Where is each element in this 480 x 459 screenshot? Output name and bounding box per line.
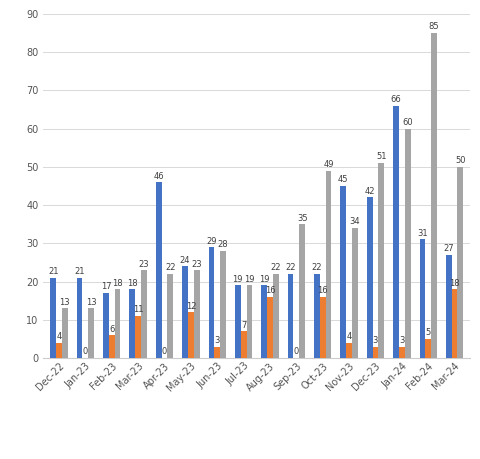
Bar [194,270,200,358]
Text: 3: 3 [399,336,405,345]
Bar [220,251,226,358]
Text: 17: 17 [101,282,111,291]
Bar [399,347,405,358]
Text: 19: 19 [244,275,255,284]
Text: 35: 35 [297,213,308,223]
Text: 3: 3 [373,336,378,345]
Text: 0: 0 [83,347,88,357]
Text: 42: 42 [364,187,375,196]
Text: 21: 21 [48,267,59,276]
Bar [156,182,162,358]
Text: 12: 12 [186,302,196,311]
Bar [346,343,352,358]
Bar [261,285,267,358]
Text: 16: 16 [317,286,328,295]
Text: 4: 4 [56,332,61,341]
Text: 22: 22 [165,263,176,272]
Text: 22: 22 [285,263,296,272]
Text: 5: 5 [426,328,431,337]
Bar [452,289,457,358]
Text: 18: 18 [112,279,123,288]
Bar [115,289,120,358]
Text: 18: 18 [449,279,460,288]
Bar [352,228,358,358]
Text: 22: 22 [271,263,281,272]
Text: 24: 24 [180,256,191,265]
Bar [50,278,56,358]
Bar [320,297,325,358]
Bar [247,285,252,358]
Text: 6: 6 [109,325,114,334]
Text: 46: 46 [154,172,164,180]
Bar [215,347,220,358]
Text: 51: 51 [376,152,386,162]
Text: 13: 13 [60,298,70,307]
Bar [56,343,62,358]
Bar [367,197,372,358]
Bar [393,106,399,358]
Bar [325,171,331,358]
Bar [405,129,410,358]
Text: 49: 49 [323,160,334,169]
Bar [168,274,173,358]
Bar [267,297,273,358]
Bar [420,240,425,358]
Bar [457,167,463,358]
Text: 0: 0 [294,347,299,357]
Bar [240,331,247,358]
Text: 22: 22 [312,263,322,272]
Bar [88,308,94,358]
Text: 60: 60 [402,118,413,127]
Bar [299,224,305,358]
Text: 28: 28 [218,241,228,249]
Text: 31: 31 [417,229,428,238]
Bar [273,274,279,358]
Text: 16: 16 [264,286,276,295]
Bar [314,274,320,358]
Bar [188,312,194,358]
Text: 18: 18 [127,279,138,288]
Text: 19: 19 [233,275,243,284]
Text: 7: 7 [241,321,246,330]
Bar [208,247,215,358]
Bar [141,270,147,358]
Text: 29: 29 [206,236,216,246]
Bar [182,266,188,358]
Text: 27: 27 [444,244,454,253]
Text: 11: 11 [133,305,144,314]
Bar [340,186,346,358]
Text: 13: 13 [86,298,96,307]
Bar [235,285,240,358]
Text: 0: 0 [162,347,167,357]
Text: 34: 34 [349,218,360,226]
Bar [372,347,378,358]
Text: 21: 21 [74,267,85,276]
Bar [378,163,384,358]
Bar [109,335,115,358]
Text: 4: 4 [347,332,352,341]
Text: 23: 23 [192,259,202,269]
Text: 19: 19 [259,275,269,284]
Text: 23: 23 [139,259,149,269]
Bar [425,339,431,358]
Bar [446,255,452,358]
Text: 66: 66 [391,95,401,104]
Bar [103,293,109,358]
Text: 85: 85 [429,22,439,31]
Bar [288,274,293,358]
Bar [130,289,135,358]
Text: 45: 45 [338,175,348,185]
Bar [77,278,83,358]
Text: 3: 3 [215,336,220,345]
Text: 50: 50 [455,156,466,165]
Bar [62,308,68,358]
Bar [135,316,141,358]
Bar [431,33,437,358]
